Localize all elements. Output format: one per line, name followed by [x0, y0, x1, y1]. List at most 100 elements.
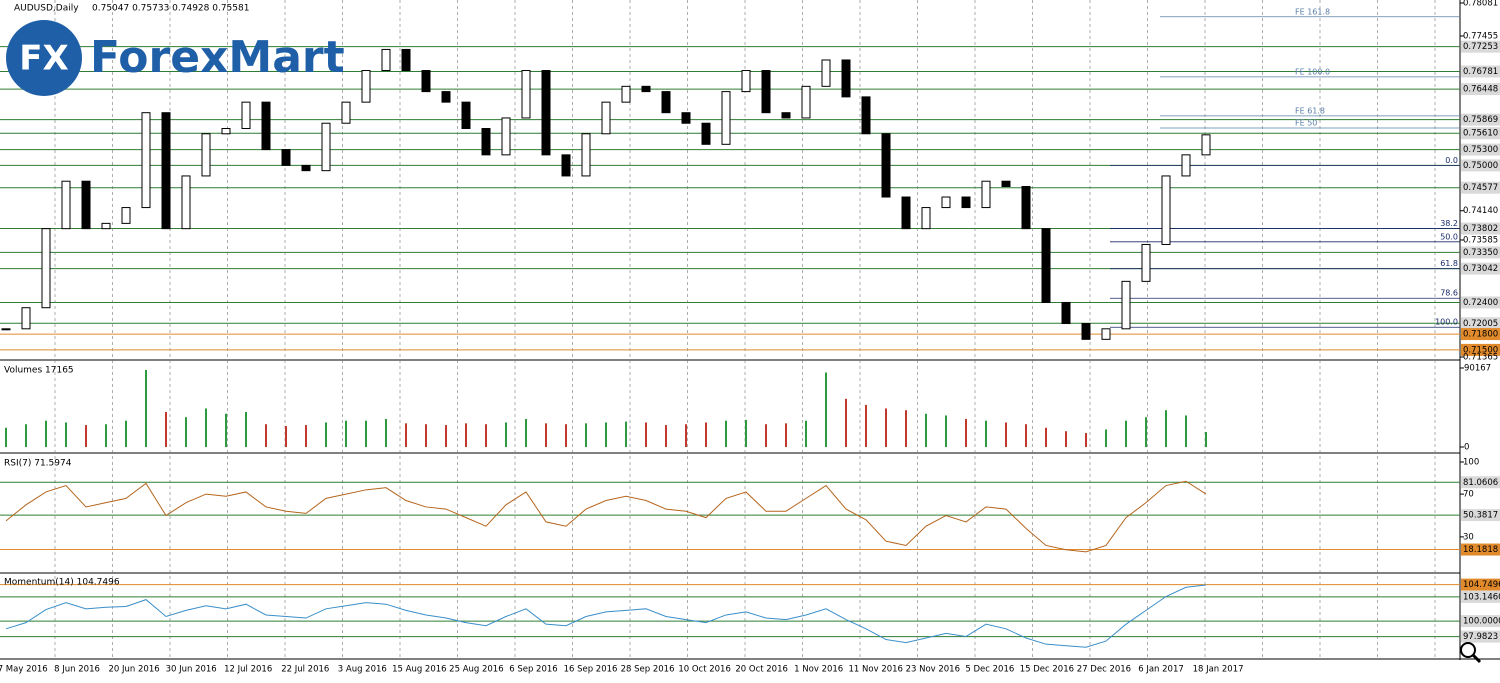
- axis-label: 0.71800: [1463, 330, 1498, 340]
- axis-label: 100: [1463, 458, 1479, 468]
- axis-label: 0.77455: [1463, 31, 1498, 41]
- fib-label: 100.0: [1435, 318, 1458, 327]
- axis-label: 50.3817: [1463, 511, 1498, 521]
- axis-label: 0.75300: [1463, 145, 1498, 155]
- fib-label: 78.6: [1440, 289, 1458, 298]
- candle: [441, 91, 451, 103]
- candle: [941, 196, 951, 209]
- candle: [641, 85, 651, 93]
- candle: [921, 207, 931, 230]
- label-box: [1461, 159, 1500, 172]
- candle: [681, 112, 691, 124]
- candle: [661, 91, 671, 114]
- date-label: 6 Sep 2016: [509, 665, 557, 675]
- date-label: 18 Jan 2017: [1193, 665, 1244, 675]
- date-label: 16 Sep 2016: [564, 665, 618, 675]
- candle: [1121, 280, 1131, 330]
- rsi-line: [5, 480, 1207, 553]
- candle: [261, 101, 271, 151]
- candle: [1161, 175, 1171, 245]
- date-label: 30 Jun 2016: [166, 665, 217, 675]
- fib-label: 0.0: [1445, 156, 1458, 165]
- label-box: [1461, 143, 1500, 156]
- candle: [821, 59, 831, 87]
- candle: [961, 196, 971, 209]
- momentum-title: Momentum(14) 104.7496: [4, 578, 120, 588]
- candle: [1001, 180, 1011, 187]
- candle: [1141, 243, 1151, 282]
- candle: [241, 101, 251, 130]
- axis-label: 18.1818: [1463, 545, 1498, 555]
- fib-label: FE 161.8: [1295, 7, 1330, 16]
- candle: [901, 196, 911, 230]
- axis-label: 90167: [1464, 364, 1491, 374]
- axis-label: 0.75610: [1463, 129, 1498, 139]
- label-box: [1461, 317, 1500, 330]
- label-box: [1461, 222, 1500, 235]
- candle: [1201, 134, 1211, 156]
- axis-label: 100.0000: [1463, 617, 1500, 627]
- date-label: 25 Aug 2016: [449, 665, 503, 675]
- candle: [861, 96, 871, 135]
- date-label: 15 Aug 2016: [392, 665, 446, 675]
- candle: [421, 70, 431, 93]
- candle: [521, 70, 531, 119]
- axis-label: 0: [1464, 443, 1469, 453]
- axis-label: 0.73350: [1463, 248, 1498, 258]
- candle: [1021, 185, 1031, 230]
- date-label: 6 Jan 2017: [1138, 665, 1184, 675]
- candle: [281, 149, 291, 166]
- candle: [1181, 154, 1191, 177]
- candle: [101, 222, 111, 230]
- zoom-icon[interactable]: [1460, 642, 1482, 664]
- volumes-title: Volumes 17165: [4, 366, 74, 376]
- candle: [1061, 301, 1071, 325]
- quote: 0.75047 0.75733 0.74928 0.75581: [92, 4, 249, 14]
- axis-label: 0.72400: [1463, 298, 1498, 308]
- label-box: [1461, 40, 1500, 53]
- candle: [541, 70, 551, 156]
- fib-label: 61.8: [1440, 259, 1458, 268]
- axis-label: 104.7496: [1463, 580, 1500, 590]
- candle: [881, 133, 891, 198]
- axis-label: 103.1460: [1463, 592, 1500, 602]
- candle: [1101, 328, 1111, 340]
- candle: [141, 112, 151, 209]
- candle: [621, 85, 631, 103]
- candle: [461, 101, 471, 130]
- axis-label: 0.74577: [1463, 183, 1498, 193]
- date-label: 20 Jun 2016: [109, 665, 160, 675]
- candle: [841, 59, 851, 98]
- date-label: 20 Oct 2016: [735, 665, 788, 675]
- fib-label: FE 50: [1295, 118, 1317, 127]
- candle: [801, 85, 811, 119]
- candle: [41, 228, 51, 309]
- candle: [741, 70, 751, 93]
- label-box: [1461, 615, 1500, 628]
- date-label: 12 Jul 2016: [224, 665, 272, 675]
- candle: [1081, 323, 1091, 340]
- date-label: 27 May 2016: [0, 665, 48, 675]
- label-box: [1461, 343, 1500, 356]
- label-box: [1461, 262, 1500, 275]
- candle: [721, 91, 731, 145]
- date-label: 23 Nov 2016: [906, 665, 960, 675]
- candle: [321, 122, 331, 172]
- candle: [1041, 228, 1051, 303]
- fib-label: FE 61.8: [1295, 106, 1325, 115]
- date-label: 15 Dec 2016: [1020, 665, 1074, 675]
- fib-label: 38.2: [1440, 219, 1458, 228]
- date-label: 3 Aug 2016: [338, 665, 387, 675]
- date-label: 27 Dec 2016: [1077, 665, 1131, 675]
- label-box: [1461, 83, 1500, 96]
- axis-label: 0.72005: [1463, 319, 1498, 329]
- label-box: [1461, 590, 1500, 603]
- candle: [161, 112, 171, 230]
- axis-label: 0.71365: [1463, 353, 1498, 363]
- logo-badge: [6, 20, 82, 96]
- label-box: [1461, 509, 1500, 522]
- label-box: [1461, 181, 1500, 194]
- candle: [761, 70, 771, 114]
- axis-label: 0.75869: [1463, 115, 1498, 125]
